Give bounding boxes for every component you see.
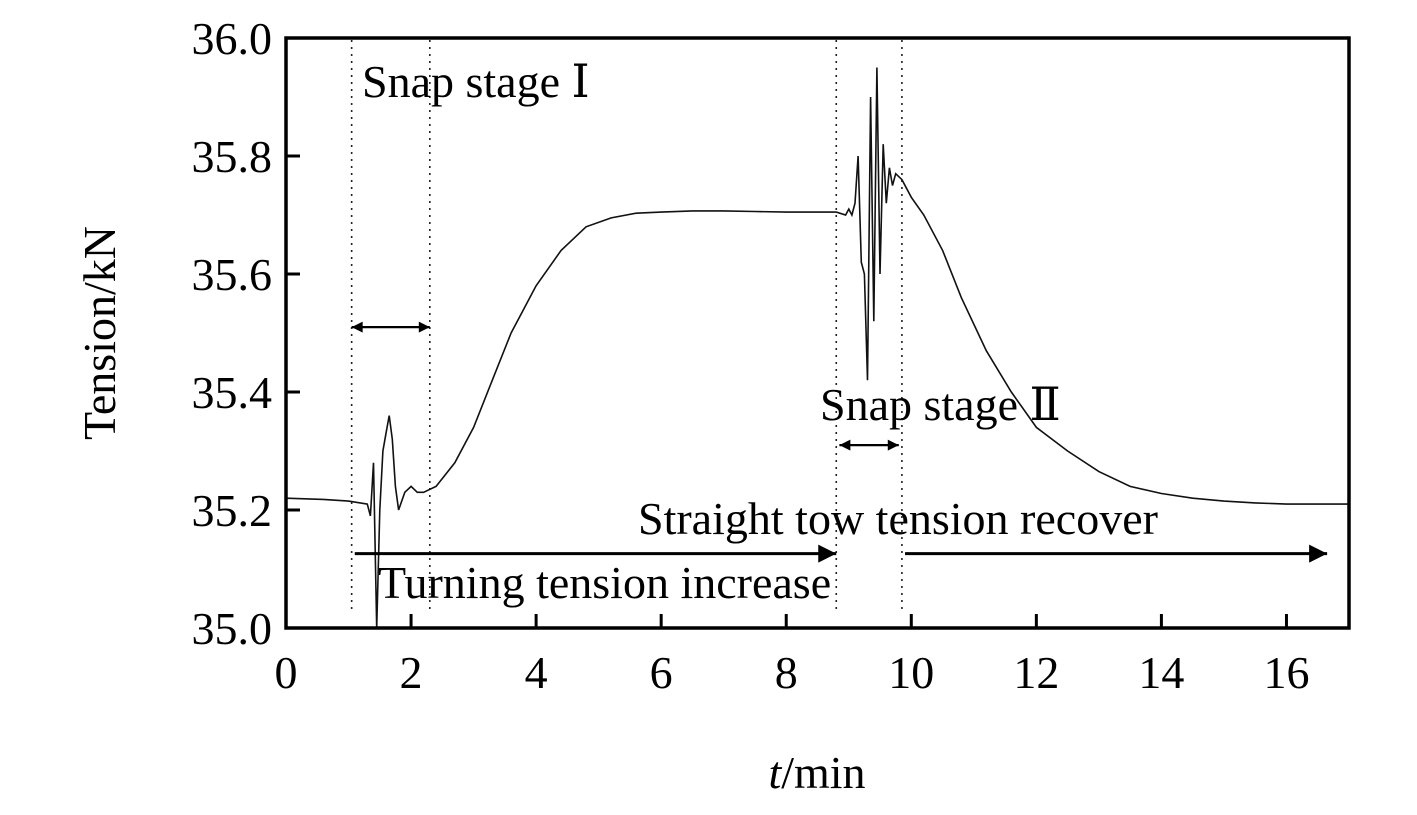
y-tick-label: 35.0 <box>192 603 273 654</box>
x-tick-label: 12 <box>1013 647 1059 698</box>
annotation-turning: Turning tension increase <box>378 557 831 608</box>
annotation-snap-stage-1: Snap stage Ⅰ <box>362 56 590 107</box>
x-axis-label: t/min <box>768 747 865 798</box>
y-axis-label: Tension/kN <box>74 226 125 440</box>
y-tick-label: 35.2 <box>192 485 273 536</box>
annotation-straight-tow: Straight tow tension recover <box>638 493 1158 544</box>
y-tick-label: 35.8 <box>192 131 273 182</box>
tension-series-line <box>285 67 1349 629</box>
y-axis: 35.0 35.2 35.4 35.6 35.8 36.0 <box>192 13 300 654</box>
plot-frame <box>284 36 1351 630</box>
y-tick-label: 36.0 <box>192 13 273 64</box>
x-tick-label: 4 <box>525 647 548 698</box>
x-axis: 0 2 4 6 8 10 12 14 16 <box>275 614 1309 698</box>
y-tick-label: 35.4 <box>192 367 273 418</box>
x-tick-label: 6 <box>650 647 673 698</box>
x-tick-label: 16 <box>1263 647 1309 698</box>
x-tick-label: 2 <box>400 647 423 698</box>
annotation-snap-stage-2: Snap stage Ⅱ <box>820 379 1061 430</box>
x-tick-label: 8 <box>775 647 798 698</box>
x-tick-label: 10 <box>888 647 934 698</box>
x-tick-label: 0 <box>275 647 298 698</box>
x-tick-label: 14 <box>1138 647 1184 698</box>
y-tick-label: 35.6 <box>192 249 273 300</box>
plot-area <box>285 40 1349 629</box>
